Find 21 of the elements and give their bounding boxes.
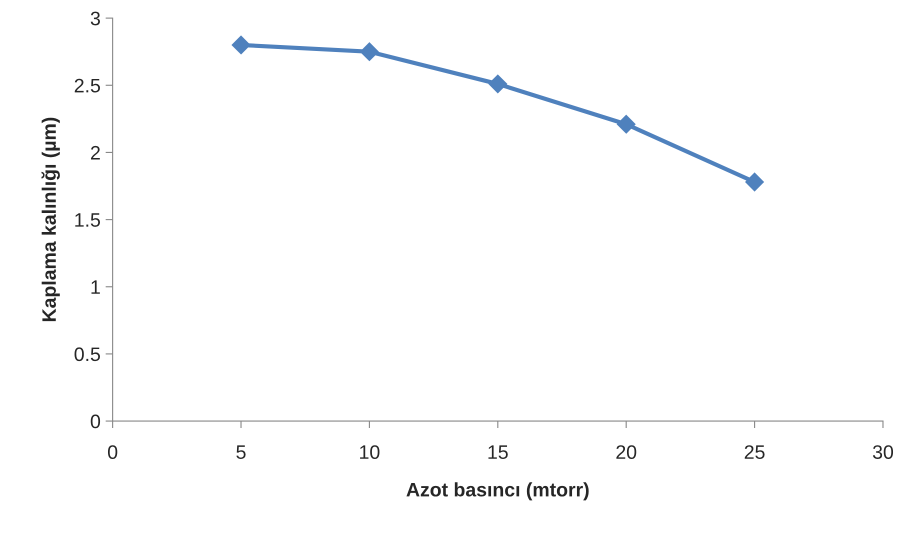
y-tick-label: 3 — [90, 12, 100, 26]
y-tick-label: 1.5 — [75, 213, 100, 227]
x-tick-label: 5 — [236, 445, 246, 459]
y-tick-label: 2.5 — [74, 78, 100, 93]
x-tick-label: 10 — [360, 445, 380, 459]
y-tick-label: 0.5 — [74, 347, 100, 362]
x-tick-label: 20 — [616, 445, 636, 459]
point — [488, 74, 508, 94]
y-axis-title: Kaplama kalınlığı (µm) — [41, 118, 60, 322]
y-tick-label: 1 — [91, 280, 100, 294]
x-tick-label: 30 — [872, 445, 894, 459]
point — [360, 42, 379, 62]
point — [616, 114, 636, 134]
point — [232, 36, 250, 54]
x-tick-label: 0 — [108, 445, 118, 459]
x-tick-label: 15 — [488, 445, 508, 459]
y-tick-label: 2 — [90, 146, 100, 160]
x-axis-title: Azot basıncı (mtorr) — [406, 482, 589, 500]
x-tick-label: 25 — [744, 445, 765, 459]
point — [745, 172, 764, 192]
y-tick-label: 0 — [90, 414, 100, 428]
